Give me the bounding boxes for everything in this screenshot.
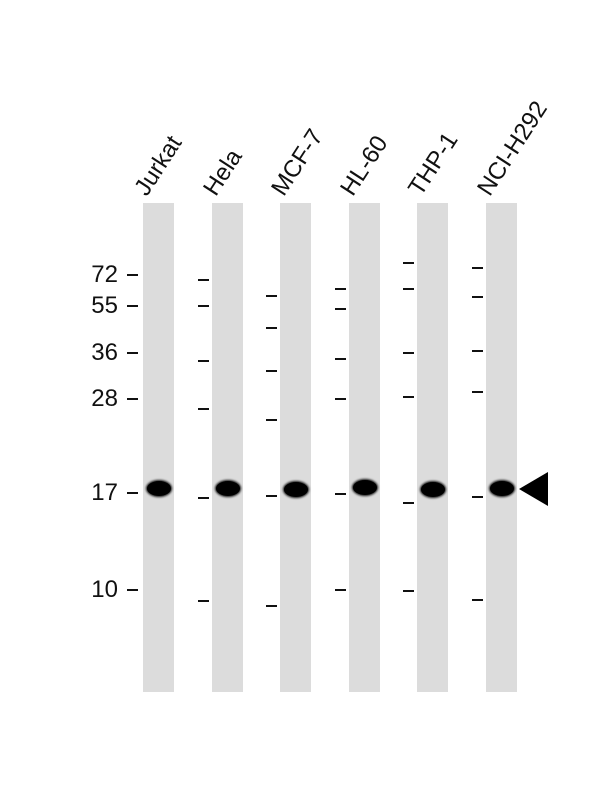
lane-hl-60 [349,203,380,692]
ladder-tick [403,590,414,592]
mw-marker-tick [127,589,138,591]
ladder-tick [403,288,414,290]
ladder-tick [198,600,209,602]
ladder-tick [266,605,277,607]
ladder-tick [335,308,346,310]
ladder-tick [403,262,414,264]
mw-marker-label: 72 [91,261,118,288]
lane-hela [212,203,243,692]
mw-marker-label: 28 [91,385,118,412]
ladder-tick [472,296,483,298]
lane-label: NCI-H292 [472,96,553,201]
mw-marker-label: 55 [91,292,118,319]
lane-label: MCF-7 [266,124,329,201]
lane-label: THP-1 [403,127,464,201]
band [489,481,514,496]
ladder-tick [198,408,209,410]
ladder-tick [472,599,483,601]
mw-marker-tick [127,352,138,354]
ladder-tick [198,497,209,499]
lane-label: Jurkat [129,131,188,201]
ladder-tick [472,391,483,393]
lane-label: HL-60 [335,131,394,201]
ladder-tick [266,495,277,497]
ladder-tick [266,419,277,421]
ladder-tick [335,398,346,400]
lane-nci-h292 [486,203,517,692]
mw-marker-tick [127,305,138,307]
ladder-tick [335,493,346,495]
ladder-tick [198,305,209,307]
mw-marker-label: 17 [91,479,118,506]
ladder-tick [335,358,346,360]
lane-mcf-7 [280,203,311,692]
band [215,481,240,496]
mw-marker-label: 10 [91,576,118,603]
ladder-tick [403,396,414,398]
ladder-tick [266,327,277,329]
ladder-tick [472,267,483,269]
ladder-tick [198,279,209,281]
band [283,482,308,497]
band [352,480,377,495]
mw-marker-tick [127,398,138,400]
ladder-tick [335,589,346,591]
ladder-tick [472,496,483,498]
band-arrow-icon [519,472,548,506]
mw-marker-tick [127,274,138,276]
ladder-tick [403,352,414,354]
ladder-tick [266,295,277,297]
ladder-tick [335,288,346,290]
ladder-tick [472,350,483,352]
lane-jurkat [143,203,174,692]
ladder-tick [266,370,277,372]
mw-marker-tick [127,492,138,494]
lane-label: Hela [198,144,248,201]
ladder-tick [403,502,414,504]
band [420,482,445,497]
mw-marker-label: 36 [91,339,118,366]
band [146,481,171,496]
lane-thp-1 [417,203,448,692]
ladder-tick [198,360,209,362]
